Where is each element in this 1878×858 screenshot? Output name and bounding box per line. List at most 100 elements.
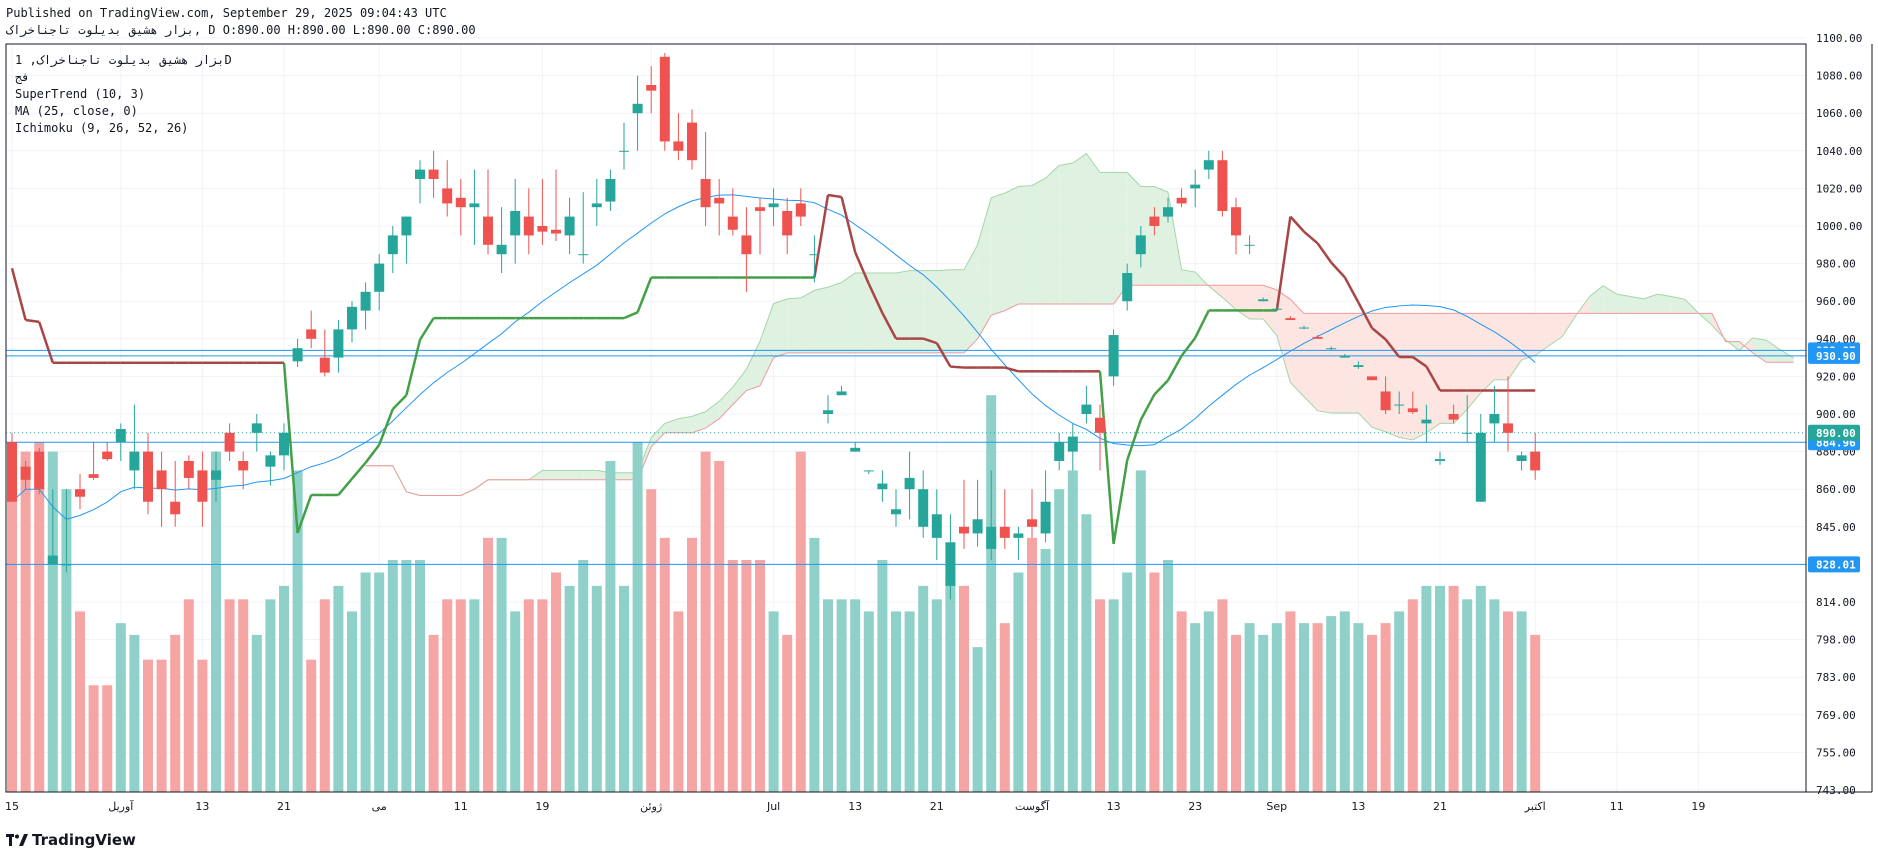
cloud-segment	[1467, 313, 1481, 410]
x-tick-label: 23	[1188, 800, 1202, 813]
tradingview-logo-icon	[6, 834, 28, 846]
candle-body	[1190, 184, 1201, 189]
cloud-segment	[1412, 313, 1427, 440]
candle-body	[1163, 207, 1173, 217]
volume-bar	[1285, 611, 1296, 792]
supertrend-segment	[282, 362, 299, 534]
supertrend-segment	[10, 267, 27, 321]
volume-bar	[428, 634, 439, 792]
volume-bar	[959, 585, 969, 792]
candle-body	[1217, 160, 1228, 211]
candle-body	[673, 141, 684, 151]
volume-bar	[1299, 623, 1309, 792]
candle-body	[931, 514, 942, 538]
candle-body	[959, 526, 969, 534]
cloud-segment	[583, 470, 597, 480]
volume-bar	[102, 685, 113, 792]
volume-bar	[1367, 634, 1377, 792]
cloud-segment	[1072, 153, 1087, 305]
volume-bar	[1503, 611, 1513, 792]
cloud-segment	[1453, 313, 1468, 424]
legend-ichimoku[interactable]: Ichimoku (9, 26, 52, 26)	[15, 121, 189, 135]
time-axis: 15 آوریل 13 21 می 11 19 ژوئن Jul 13 21 آگوست 13 23 Sep…	[5, 799, 1705, 813]
volume-bar	[632, 442, 643, 792]
x-tick-label: 13	[848, 800, 862, 813]
volume-bar	[578, 559, 589, 792]
cloud-segment	[1140, 186, 1155, 286]
candle-body	[415, 169, 425, 179]
volume-bar	[129, 634, 140, 792]
candle-body	[47, 555, 58, 565]
volume-bar	[551, 572, 561, 792]
candle-body	[319, 357, 330, 373]
candle-body	[34, 451, 45, 490]
legend-symbol: بزار هشیق بدیلوت تاجناخراک, 1D	[15, 53, 232, 67]
x-tick-label: 21	[930, 800, 944, 813]
candle-body	[61, 564, 72, 566]
candle-body	[999, 526, 1010, 538]
cloud-segment	[1508, 313, 1522, 380]
volume-bar	[61, 489, 72, 792]
cloud-segment	[760, 303, 774, 386]
volume-bar	[156, 659, 167, 792]
y-tick-label: 920.00	[1816, 370, 1856, 383]
x-tick-label: ژوئن	[640, 800, 662, 813]
candle-body	[238, 461, 249, 471]
volume-bar	[877, 559, 888, 792]
x-tick-label: 21	[1433, 800, 1447, 813]
volume-bar	[1394, 611, 1405, 792]
legend-ma[interactable]: MA (25, close, 0)	[15, 104, 138, 118]
cloud-segment	[569, 470, 584, 480]
candle-body	[918, 489, 929, 527]
candle-body	[20, 466, 31, 480]
cloud-segment	[1331, 313, 1345, 414]
supertrend-segment	[1357, 301, 1374, 329]
cloud-segment	[732, 369, 747, 405]
candle-body	[1530, 451, 1541, 471]
candle-body	[537, 226, 548, 232]
candle-body	[795, 203, 806, 217]
cloud-segment	[909, 270, 924, 353]
volume-bar	[904, 611, 915, 792]
supertrend-segment	[813, 194, 830, 278]
volume-bar	[1244, 623, 1255, 792]
candle-body	[211, 470, 221, 480]
cloud-segment	[1358, 313, 1372, 428]
candle-body	[1339, 355, 1350, 358]
volume-bar	[455, 599, 466, 792]
supertrend-segment	[38, 321, 54, 364]
candle-body	[727, 216, 738, 230]
x-tick-label: می	[372, 800, 387, 813]
candle-body	[1285, 318, 1296, 320]
cloud-segment	[1644, 294, 1658, 314]
volume-bar	[496, 537, 507, 792]
volume-bar	[88, 685, 99, 792]
legend-supertrend[interactable]: SuperTrend (10, 3)	[15, 87, 146, 101]
cloud-segment	[1385, 313, 1400, 438]
volume-bar	[768, 611, 779, 792]
price-chart[interactable]: 743.00 755.00 769.00 783.00 798.00 814.00 828.…	[0, 0, 1878, 830]
volume-bars	[7, 395, 1541, 792]
volume-bar	[374, 572, 385, 792]
volume-bar	[510, 611, 521, 792]
candle-body	[1027, 519, 1037, 527]
candle-body	[1149, 216, 1160, 226]
x-tick-label: Jul	[766, 800, 780, 813]
volume-bar	[1122, 572, 1133, 792]
volume-bar	[1448, 585, 1459, 792]
candle-body	[306, 329, 317, 339]
volume-bar	[1067, 470, 1078, 792]
candle-body	[1489, 414, 1500, 424]
price-line-label: 930.90	[1816, 350, 1856, 363]
cloud-segment	[1344, 313, 1359, 414]
supertrend-segment	[1384, 338, 1401, 358]
candle-body	[143, 451, 153, 502]
x-tick-label: آگوست	[1015, 799, 1050, 813]
supertrend-segment	[1425, 365, 1442, 392]
candle-body	[632, 103, 643, 114]
volume-bar	[1435, 585, 1445, 792]
candle-body	[863, 470, 874, 472]
cloud-segment	[1671, 296, 1685, 314]
volume-bar	[564, 585, 575, 792]
y-tick-label: 1060.00	[1816, 107, 1862, 120]
